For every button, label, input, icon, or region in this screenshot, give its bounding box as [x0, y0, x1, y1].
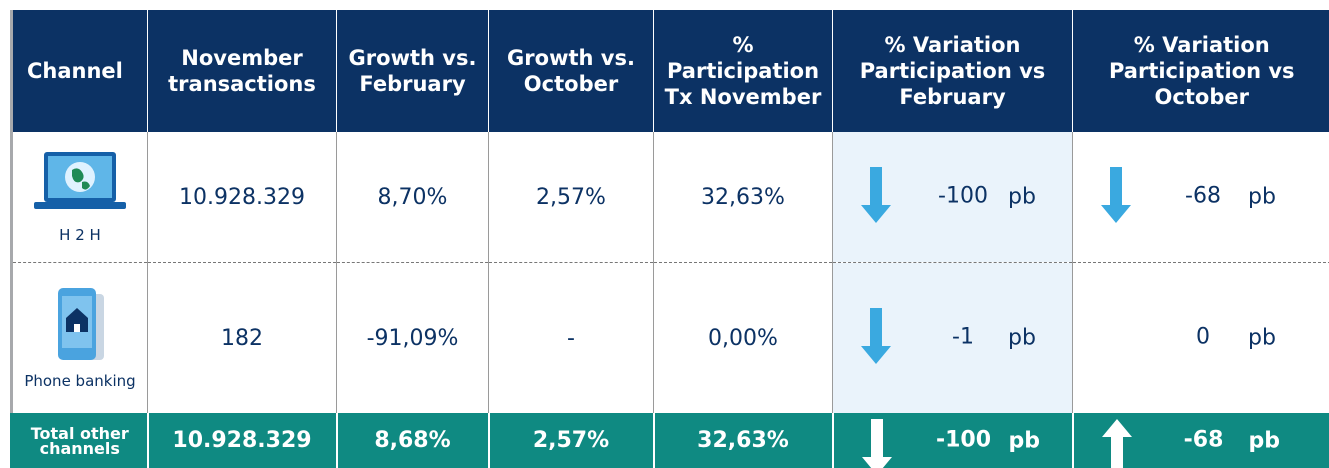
value-cell: 32,63%	[654, 132, 833, 263]
header-cell: % Participation Tx November	[654, 10, 833, 132]
value-cell: 2,57%	[489, 132, 654, 263]
arrow-icon	[862, 419, 894, 468]
value-cell: 0,00%	[654, 263, 833, 414]
value-cell: 10.928.329	[148, 413, 337, 468]
variation-value: -1	[923, 324, 1003, 349]
header-cell: Channel	[12, 10, 148, 132]
variation-unit: pb	[1008, 326, 1036, 351]
variation-unit: pb	[1008, 185, 1036, 210]
variation-value: -100	[923, 183, 1003, 208]
variation-unit: pb	[1249, 428, 1281, 453]
header-cell: % Variation Participation vs February	[833, 10, 1073, 132]
variation-value: -68	[1163, 183, 1243, 208]
channel-cell: Total other channels	[12, 413, 148, 468]
value-cell: 8,70%	[337, 132, 489, 263]
variation-value: -100	[924, 427, 1004, 452]
variation-unit: pb	[1248, 326, 1276, 351]
channel-label: Phone banking	[13, 372, 147, 391]
variation-value: -68	[1164, 427, 1244, 452]
value-cell: 32,63%	[654, 413, 833, 468]
variation-value: 0	[1163, 324, 1243, 349]
header-cell: Growth vs. October	[489, 10, 654, 132]
arrow-icon	[1102, 419, 1134, 468]
header-cell: % Variation Participation vs October	[1073, 10, 1329, 132]
value-cell: -	[489, 263, 654, 414]
value-cell: 182	[148, 263, 337, 414]
channel-icon	[13, 150, 147, 226]
arrow-icon	[861, 308, 893, 374]
channel-cell: Phone banking	[12, 263, 148, 414]
header-cell: Growth vs. February	[337, 10, 489, 132]
value-cell: -91,09%	[337, 263, 489, 414]
variation-unit: pb	[1009, 428, 1041, 453]
channel-label: Total other channels	[31, 424, 129, 458]
arrow-icon	[861, 167, 893, 233]
header-cell: November transactions	[148, 10, 337, 132]
channel-cell: H 2 H	[12, 132, 148, 263]
value-cell: 2,57%	[489, 413, 654, 468]
variation-unit: pb	[1248, 185, 1276, 210]
arrow-icon	[1101, 167, 1133, 233]
value-cell: 10.928.329	[148, 132, 337, 263]
channel-label: H 2 H	[13, 226, 147, 245]
value-cell: 8,68%	[337, 413, 489, 468]
channel-icon	[13, 286, 147, 372]
